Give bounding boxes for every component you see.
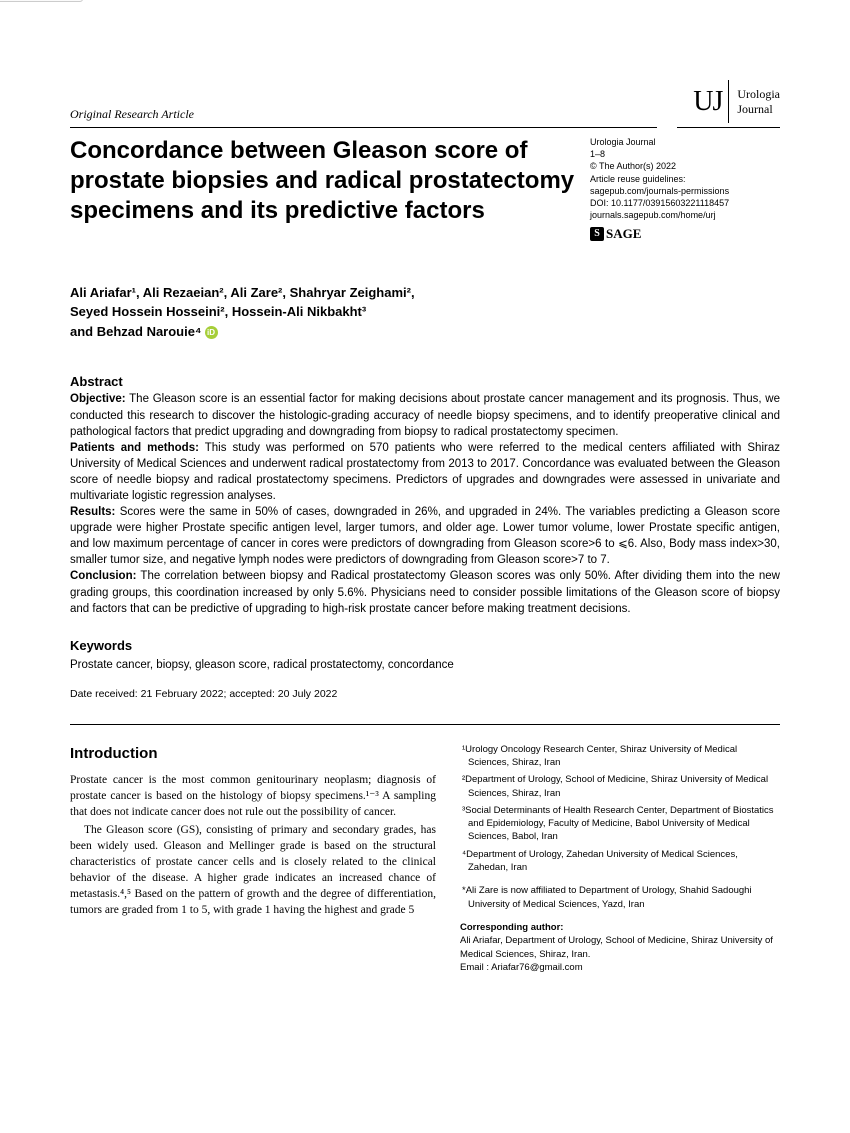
keywords-text: Prostate cancer, biopsy, gleason score, … bbox=[70, 657, 780, 673]
meta-doi: DOI: 10.1177/03915603221118457 bbox=[590, 197, 780, 209]
authors-line-3: and Behzad Narouie⁴ bbox=[70, 322, 780, 342]
journal-logo: UJ Urologia Journal bbox=[677, 80, 780, 128]
journal-abbr: UJ bbox=[687, 80, 729, 123]
affiliation-1: ¹Urology Oncology Research Center, Shira… bbox=[460, 743, 780, 770]
corresponding-heading: Corresponding author: bbox=[460, 921, 780, 934]
affiliation-note: *Ali Zare is now affiliated to Departmen… bbox=[460, 884, 780, 911]
intro-para-1: Prostate cancer is the most common genit… bbox=[70, 772, 436, 820]
article-title: Concordance between Gleason score of pro… bbox=[70, 136, 578, 243]
authors: Ali Ariafar¹, Ali Rezaeian², Ali Zare², … bbox=[70, 283, 780, 342]
keywords-heading: Keywords bbox=[70, 637, 780, 655]
abstract-conclusion: Conclusion: The correlation between biop… bbox=[70, 568, 780, 616]
intro-para-2: The Gleason score (GS), consisting of pr… bbox=[70, 822, 436, 919]
article-type: Original Research Article bbox=[70, 106, 657, 128]
authors-line-2: Seyed Hossein Hosseini², Hossein-Ali Nik… bbox=[70, 302, 780, 322]
abstract-objective: Objective: The Gleason score is an essen… bbox=[70, 391, 780, 439]
check-updates-badge[interactable]: Check for updates bbox=[0, 0, 83, 2]
affiliation-3: ³Social Determinants of Health Research … bbox=[460, 804, 780, 844]
meta-journal: Urologia Journal bbox=[590, 136, 780, 148]
affiliations-column: ¹Urology Oncology Research Center, Shira… bbox=[460, 743, 780, 974]
abstract-heading: Abstract bbox=[70, 373, 780, 391]
corresponding-email[interactable]: Email : Ariafar76@gmail.com bbox=[460, 961, 780, 974]
affiliation-4: ⁴Department of Urology, Zahedan Universi… bbox=[460, 848, 780, 875]
affiliation-2: ²Department of Urology, School of Medici… bbox=[460, 773, 780, 800]
article-meta: Urologia Journal 1–8 © The Author(s) 202… bbox=[590, 136, 780, 243]
article-dates: Date received: 21 February 2022; accepte… bbox=[70, 687, 780, 702]
meta-reuse-label: Article reuse guidelines: bbox=[590, 173, 780, 185]
abstract-results: Results: Scores were the same in 50% of … bbox=[70, 504, 780, 568]
introduction-column: Introduction Prostate cancer is the most… bbox=[70, 743, 436, 974]
journal-name: Urologia Journal bbox=[737, 87, 780, 116]
meta-pages: 1–8 bbox=[590, 148, 780, 160]
introduction-heading: Introduction bbox=[70, 743, 436, 764]
abstract-methods: Patients and methods: This study was per… bbox=[70, 440, 780, 504]
sage-logo: S SAGE bbox=[590, 225, 780, 243]
authors-line-1: Ali Ariafar¹, Ali Rezaeian², Ali Zare², … bbox=[70, 283, 780, 303]
meta-reuse-link[interactable]: sagepub.com/journals-permissions bbox=[590, 185, 780, 197]
meta-home[interactable]: journals.sagepub.com/home/urj bbox=[590, 209, 780, 221]
meta-copyright: © The Author(s) 2022 bbox=[590, 160, 780, 172]
orcid-icon[interactable] bbox=[205, 326, 218, 339]
corresponding-text: Ali Ariafar, Department of Urology, Scho… bbox=[460, 934, 780, 961]
section-divider bbox=[70, 724, 780, 725]
sage-icon: S bbox=[590, 227, 604, 241]
